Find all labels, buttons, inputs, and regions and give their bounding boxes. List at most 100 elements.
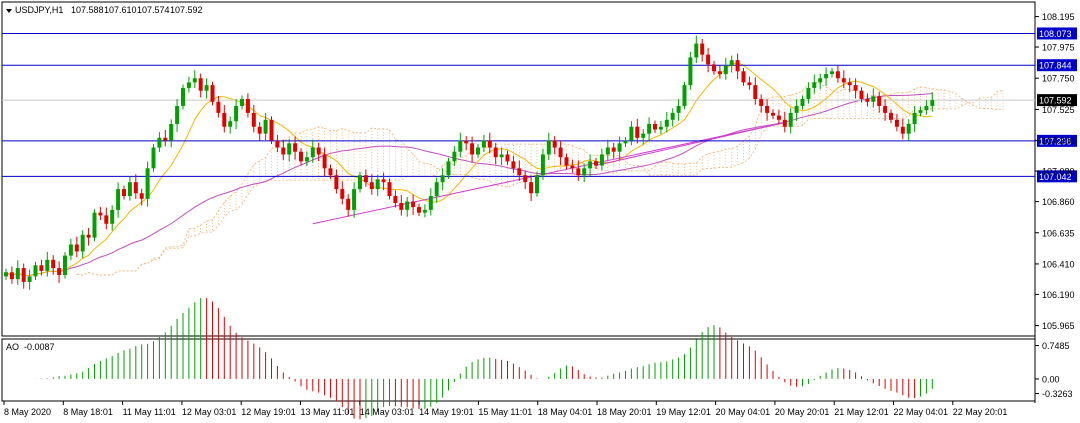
price-tick-label: 108.195 [1042, 12, 1075, 22]
ao-tick-label: 0.7485 [1042, 341, 1070, 351]
candle-body [641, 133, 646, 138]
candle-body [611, 147, 616, 152]
candle-body [930, 100, 935, 106]
candle-body [788, 112, 793, 127]
candle-body [104, 215, 109, 224]
time-tick-label: 12 May 03:01 [182, 407, 237, 417]
candle-body [517, 168, 522, 176]
candle-body [647, 123, 652, 134]
awesome-oscillator: 0.7485 0.00 -0.3263 [35, 298, 1073, 420]
ohlc-low: 107.574 [137, 5, 170, 15]
level-label-box [1037, 170, 1077, 183]
candle-body [706, 54, 711, 65]
candle-body [688, 57, 693, 86]
candle-body [535, 175, 539, 194]
level-label: 107.844 [1039, 61, 1072, 71]
symbol-menu-triangle-icon[interactable] [6, 9, 12, 13]
candle-body [346, 198, 351, 210]
candle-body [694, 43, 699, 58]
candle-body [800, 99, 805, 106]
candle-body [529, 182, 534, 194]
ao-tick-label: -0.3263 [1042, 389, 1073, 399]
candle-body [4, 272, 8, 277]
candle-body [328, 168, 333, 176]
candle-body [558, 147, 563, 158]
candle-body [818, 78, 823, 83]
candle-body [853, 85, 858, 91]
candle-body [169, 123, 174, 141]
candle-body [322, 154, 327, 169]
candle-body [623, 140, 628, 144]
candle-body [33, 265, 38, 277]
candle-body [918, 110, 923, 113]
candle-body [906, 123, 911, 134]
candle-body [269, 119, 274, 141]
candle-body [658, 126, 663, 130]
candle-body [859, 90, 864, 100]
candle-body [470, 143, 475, 155]
candle-body [257, 126, 262, 134]
candle-body [865, 99, 870, 102]
candle-body [830, 71, 834, 75]
candle-body [15, 268, 20, 280]
time-tick-label: 22 May 04:01 [894, 407, 949, 417]
candle-body [9, 272, 14, 280]
level-label: 107.042 [1039, 172, 1072, 182]
time-tick-label: 14 May 19:01 [419, 407, 474, 417]
candle-body [375, 179, 380, 190]
ao-tick-label: 0.00 [1042, 374, 1060, 384]
candle-body [116, 189, 121, 210]
level-label: 108.073 [1039, 29, 1072, 39]
price-tick-label: 106.410 [1042, 259, 1075, 269]
candle-body [717, 71, 722, 75]
candle-body [411, 201, 416, 208]
candle-body [39, 265, 44, 271]
candle-body [570, 165, 575, 169]
candle-body [245, 99, 250, 113]
candle-body [523, 175, 528, 183]
time-tick-label: 22 May 20:01 [953, 407, 1008, 417]
candle-body [204, 85, 209, 91]
chart-title: USDJPY,H1 [15, 5, 63, 15]
time-tick-label: 15 May 11:01 [478, 407, 532, 417]
candle-body [110, 209, 115, 224]
candle-body [835, 71, 840, 79]
candle-body [682, 85, 687, 106]
candle-body [894, 119, 899, 127]
candle-body [499, 154, 504, 158]
candle-body [369, 182, 374, 190]
candle-body [181, 87, 185, 106]
candle-body [340, 189, 345, 199]
candle-body [363, 175, 368, 183]
candle-body [405, 201, 410, 210]
candle-body [381, 179, 386, 183]
level-label-box [1037, 134, 1077, 147]
candle-body [122, 189, 126, 197]
candle-body [776, 115, 781, 120]
candle-body [163, 137, 168, 141]
time-tick-label: 20 May 04:01 [716, 407, 771, 417]
candle-body [98, 212, 103, 216]
candle-body [299, 151, 303, 162]
candle-body [552, 140, 557, 148]
candle-body [57, 268, 62, 276]
level-label-box [1037, 27, 1077, 40]
candle-body [476, 147, 480, 155]
candle-body [635, 126, 640, 138]
candle-body [74, 244, 79, 252]
candle-body [45, 259, 50, 271]
candle-body [452, 151, 457, 162]
candle-body [841, 78, 846, 83]
time-tick-label: 20 May 20:01 [775, 407, 830, 417]
candle-body [912, 112, 917, 124]
time-tick-label: 13 May 11:01 [301, 407, 355, 417]
candle-body [210, 85, 215, 102]
candle-body [712, 64, 716, 72]
candle-body [653, 123, 657, 130]
candle-body [316, 147, 321, 155]
candle-body [759, 99, 764, 106]
level-label: 107.298 [1039, 136, 1072, 146]
time-tick-label: 12 May 19:01 [241, 407, 296, 417]
candle-body [63, 255, 67, 276]
time-tick-label: 21 May 12:01 [834, 407, 889, 417]
